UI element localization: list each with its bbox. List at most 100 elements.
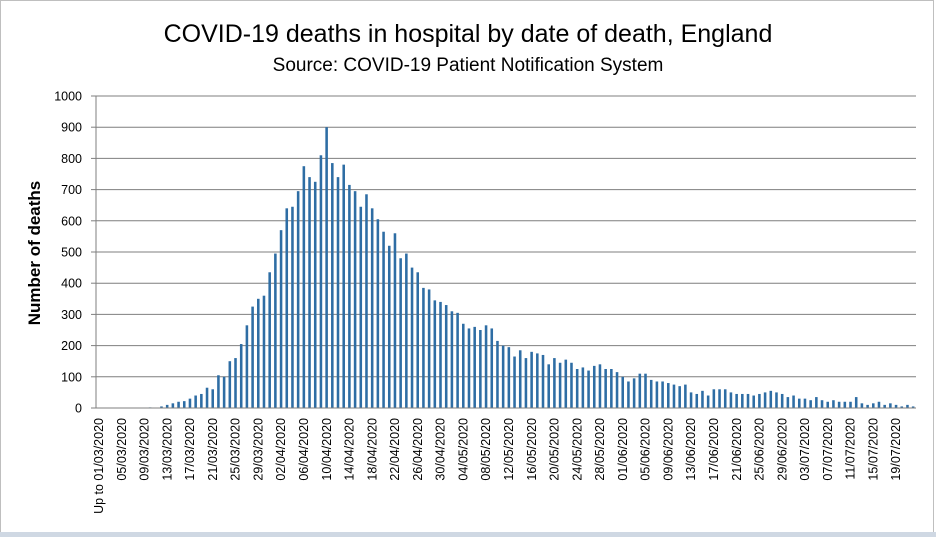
bar: [262, 295, 266, 408]
x-tick-label: 25/03/2020: [229, 418, 243, 481]
y-tick-label: 1000: [54, 90, 82, 104]
y-axis-title: Number of deaths: [25, 181, 44, 326]
bar: [837, 401, 841, 408]
x-tick-label: 21/06/2020: [730, 418, 744, 481]
bar: [877, 401, 881, 408]
gridlines: [96, 95, 916, 378]
bar: [911, 406, 915, 408]
bar: [894, 404, 898, 408]
bar: [353, 191, 357, 408]
bar: [684, 384, 687, 408]
x-tick-label: 05/03/2020: [115, 418, 129, 481]
bar: [370, 208, 374, 408]
bar: [473, 326, 476, 408]
chart-subtitle: Source: COVID-19 Patient Notification Sy…: [272, 55, 664, 76]
bar: [234, 358, 237, 408]
bar: [530, 351, 533, 408]
bar: [672, 384, 676, 408]
bar: [627, 381, 630, 408]
bar: [741, 393, 744, 408]
bar: [735, 393, 738, 408]
bar: [547, 364, 550, 408]
bar: [518, 350, 522, 408]
bar: [849, 401, 852, 408]
bar: [564, 359, 568, 408]
bar: [165, 404, 169, 408]
bar: [706, 395, 710, 408]
bar: [410, 267, 414, 408]
x-tick-label: 02/04/2020: [274, 418, 288, 481]
y-tick-label: 700: [61, 183, 82, 197]
bar: [752, 395, 755, 408]
x-tick-label: 29/06/2020: [775, 418, 789, 481]
bar: [251, 306, 254, 408]
bar: [450, 311, 454, 408]
bar: [490, 328, 494, 408]
y-tick-label: 600: [61, 214, 82, 228]
x-tick-label: 28/05/2020: [593, 418, 607, 481]
bar: [780, 393, 784, 408]
bar: [803, 398, 807, 408]
bar: [268, 272, 271, 408]
bar: [678, 386, 681, 408]
bar: [222, 376, 226, 408]
bar: [553, 358, 556, 408]
bar: [786, 397, 790, 408]
x-tick-label: 11/07/2020: [844, 418, 858, 480]
bar: [205, 387, 209, 408]
bar: [257, 298, 260, 408]
bar: [763, 392, 767, 408]
bar: [393, 233, 397, 408]
bar: [507, 347, 511, 408]
bar: [723, 389, 727, 408]
bar: [359, 206, 363, 408]
bar: [866, 404, 869, 408]
y-tick-labels: 0 100 200 300 400 500 600 700 800 900 1000: [54, 90, 82, 416]
bar: [712, 389, 716, 408]
bar: [313, 181, 317, 408]
bar: [422, 287, 425, 408]
y-tick-label: 800: [61, 152, 82, 166]
y-tick-label: 200: [61, 339, 82, 353]
bar: [462, 323, 465, 408]
x-tick-label: 21/03/2020: [206, 418, 220, 481]
y-tick-label: 0: [75, 402, 82, 416]
bar: [433, 300, 437, 408]
bar: [496, 340, 499, 408]
bar: [883, 404, 886, 408]
bar: [701, 390, 704, 408]
bar: [325, 127, 328, 408]
bar: [479, 330, 482, 408]
bar: [217, 375, 220, 408]
x-tick-label: Up to 01/03/2020: [92, 418, 106, 514]
x-tick-label: 08/05/2020: [479, 418, 493, 481]
bar: [296, 191, 300, 408]
bar: [558, 362, 562, 408]
bar: [456, 312, 459, 408]
bar: [843, 401, 847, 408]
x-tick-label: 22/04/2020: [388, 418, 402, 481]
x-tick-label: 12/05/2020: [502, 418, 516, 481]
bar: [501, 345, 505, 408]
bar: [689, 392, 693, 408]
bar: [348, 184, 351, 408]
bar: [405, 253, 408, 408]
bar: [239, 344, 243, 408]
x-tick-label: 29/03/2020: [251, 418, 265, 481]
bar: [769, 390, 773, 408]
y-tick-label: 300: [61, 308, 82, 322]
bar: [302, 166, 306, 408]
bar: [200, 393, 203, 408]
y-tick-label: 900: [61, 121, 82, 135]
bar: [661, 381, 664, 408]
bar: [667, 383, 670, 408]
x-tick-label: 26/04/2020: [411, 418, 425, 481]
bar: [274, 253, 277, 408]
bar: [587, 370, 590, 408]
x-tick-label: 13/03/2020: [160, 418, 174, 481]
chart-title: COVID-19 deaths in hospital by date of d…: [163, 20, 773, 48]
bar: [638, 373, 642, 408]
x-tick-label: 06/04/2020: [297, 418, 311, 481]
bar: [399, 258, 402, 408]
